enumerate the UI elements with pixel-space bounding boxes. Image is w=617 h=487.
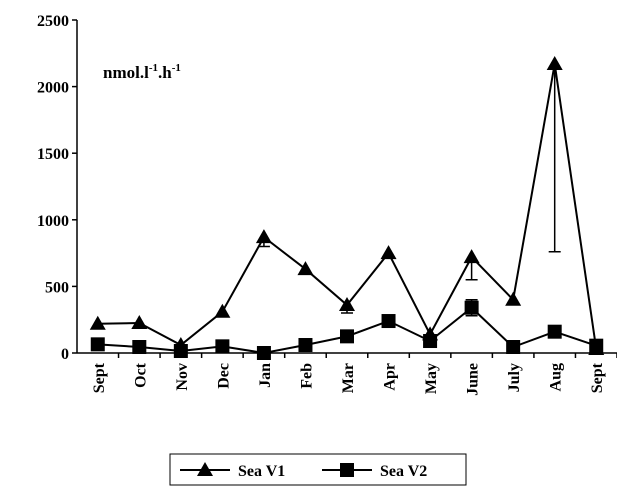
data-point [546,55,563,70]
annotation-part: -1 [172,62,181,74]
x-tick-label: Sept [91,362,108,393]
y-tick-label: 2500 [37,13,69,30]
data-point [89,315,106,330]
annotation-part: nmol.l [103,63,149,82]
y-tick-label: 1000 [37,213,69,230]
x-tick-label: Mar [340,363,357,393]
data-point [589,338,604,353]
x-tick-label: Feb [298,363,315,389]
data-point [214,303,231,318]
data-point [381,314,396,329]
x-tick-label: Apr [382,363,399,391]
data-point [340,329,354,344]
annotation-part: -1 [149,62,158,74]
x-tick-label: Dec [215,363,232,389]
data-point [339,297,355,312]
annotation-part: .h [158,63,172,82]
data-point [464,300,479,315]
data-point [90,337,105,352]
legend-label: Sea V1 [238,463,285,480]
data-point [505,291,522,306]
x-tick-label: July [506,363,523,392]
data-point [463,249,480,264]
y-tick-label: 500 [45,279,69,296]
x-tick-label: Sept [589,362,606,393]
data-point [380,245,397,260]
data-point [215,339,230,354]
data-point [131,315,148,330]
data-point [173,344,188,359]
data-point [298,338,313,353]
error-bar [548,63,561,253]
data-point [255,229,272,244]
data-point [256,346,271,360]
x-tick-label: Nov [174,363,191,391]
annotation: nmol.l-1.h-1 [103,62,181,82]
data-point [506,340,521,355]
legend-box [169,453,467,486]
y-tick-label: 0 [61,346,69,363]
x-tick-label: Jan [257,363,274,388]
data-point [132,340,147,355]
x-tick-label: Oct [132,362,149,388]
x-tick-label: Aug [548,363,565,391]
legend-label: Sea V2 [380,463,427,480]
y-tick-label: 2000 [37,80,69,97]
data-point [297,261,314,276]
legend-marker [197,462,213,476]
x-tick-label: June [465,363,482,396]
x-tick-label: May [423,363,440,394]
y-tick-label: 1500 [37,146,69,163]
data-point [423,334,438,349]
legend-marker [340,463,354,477]
data-point [547,324,562,339]
